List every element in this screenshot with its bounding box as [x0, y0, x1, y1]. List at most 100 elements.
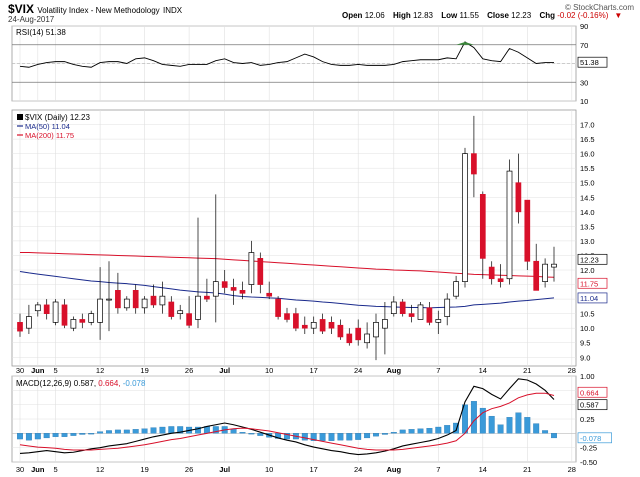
candle-body [275, 298, 281, 317]
candle-body [97, 298, 103, 323]
macd-hist-bar [453, 422, 460, 434]
candle-body [221, 281, 228, 288]
macd-hist-bar [551, 433, 557, 439]
macd-x-tick-label: 7 [436, 465, 440, 474]
candle-body [382, 319, 388, 329]
candle-body [408, 313, 415, 317]
price-x-tick-label: 28 [568, 366, 576, 375]
rsi-tick-label: 90 [580, 22, 588, 31]
macd-hist-bar [248, 433, 255, 435]
macd-hist-bar [364, 433, 371, 439]
price-x-tick-label: 24 [354, 366, 362, 375]
candle-body [239, 290, 246, 294]
macd-hist-bar [257, 433, 264, 436]
candle-body [310, 322, 317, 329]
candle-body [248, 252, 255, 285]
candle-body [337, 324, 344, 338]
price-x-tick-label: 26 [185, 366, 193, 375]
macd-hist-bar [106, 430, 112, 434]
macd-hist-bar [34, 433, 41, 440]
macd-hist-bar [114, 429, 121, 434]
candle-body [141, 298, 148, 309]
index-name: Volatility Index - New Methodology [37, 6, 160, 15]
macd-hist-bar [275, 433, 282, 439]
candle-body [479, 194, 486, 259]
price-tick-label: 16.5 [580, 135, 595, 144]
price-tick-label: 14.0 [580, 208, 595, 217]
candle-body [328, 322, 335, 329]
candle-body [123, 298, 130, 309]
price-legend-swatch [17, 114, 23, 120]
price-tick-label: 13.5 [580, 222, 595, 231]
rsi-overbought-fill [456, 41, 474, 45]
candle-body [43, 304, 50, 314]
macd-tick-label: 0.25 [580, 415, 595, 424]
ma50-legend: MA(50) 11.04 [25, 122, 70, 131]
macd-hist-bar [284, 433, 290, 440]
low-label: Low [441, 11, 458, 20]
macd-value: 0.587 [580, 401, 599, 410]
price-tick-label: 14.5 [580, 193, 595, 202]
chg-down-icon: ▼ [614, 11, 623, 20]
macd-hist-bar [381, 433, 388, 435]
macd-hist-bar [150, 427, 157, 434]
candle-body [435, 319, 442, 323]
candle-body [177, 310, 184, 314]
ma200-last-value: 11.75 [580, 279, 598, 288]
ma50-last-value-box [577, 292, 608, 304]
macd-tick-label: 1.00 [580, 372, 595, 381]
macd-x-tick-label: Jul [219, 465, 230, 474]
candle-body [301, 324, 308, 329]
macd-hist-bar [497, 424, 504, 434]
open-value: 12.06 [364, 11, 385, 20]
macd-hist-bar [97, 431, 104, 434]
macd-hist-bar [346, 433, 353, 441]
macd-hist-bar [17, 433, 23, 440]
candle-body [533, 260, 540, 291]
high-value: 12.83 [412, 11, 433, 20]
close-value: 12.23 [511, 11, 532, 20]
macd-hist-bar [515, 412, 522, 434]
macd-hist-bar [444, 425, 451, 434]
symbol: $VIX [8, 2, 35, 16]
macd-x-tick-label: Jun [31, 465, 45, 474]
macd-hist-bar [470, 401, 477, 434]
candle-body [61, 304, 68, 326]
high-label: High [392, 11, 411, 20]
macd-hist-bar [239, 432, 246, 434]
rsi-tick-label: 30 [580, 78, 588, 87]
macd-hist-bar [132, 429, 139, 434]
price-x-tick-label: 21 [523, 366, 531, 375]
candle-body [195, 295, 201, 320]
macd-hist-bar [479, 407, 486, 434]
macd-hist-bar [230, 429, 237, 434]
macd-value-box [577, 399, 608, 411]
candle-body [506, 170, 513, 280]
candle-body [551, 263, 557, 268]
chg-value: -0.02 (-0.16%) [557, 11, 609, 20]
price-tick-label: 17.0 [580, 121, 595, 130]
candle-body [115, 290, 121, 309]
macd-hist-bar [417, 428, 424, 434]
candle-body [257, 258, 264, 285]
price-x-tick-label: 14 [479, 366, 487, 375]
price-x-tick-label: Jun [31, 366, 45, 375]
macd-hist-bar [390, 432, 397, 434]
candle-body [542, 263, 548, 282]
low-value: 11.55 [459, 11, 479, 20]
macd-x-tick-label: 10 [265, 465, 273, 474]
price-tick-label: 10.0 [580, 324, 595, 333]
price-tick-label: 15.5 [580, 164, 595, 173]
candle-body [150, 295, 157, 306]
macd-hist-bar [310, 433, 317, 441]
price-x-tick-label: Aug [387, 366, 402, 375]
candle-body [373, 322, 379, 338]
price-x-tick-label: 10 [265, 366, 273, 375]
rsi-last-value: 51.38 [580, 58, 599, 67]
macd-hist-bar [533, 423, 540, 434]
candle-body [471, 153, 477, 175]
rsi-legend: RSI(14) 51.38 [16, 28, 66, 37]
candle-body [186, 313, 192, 326]
price-tick-label: 15.0 [580, 179, 595, 188]
